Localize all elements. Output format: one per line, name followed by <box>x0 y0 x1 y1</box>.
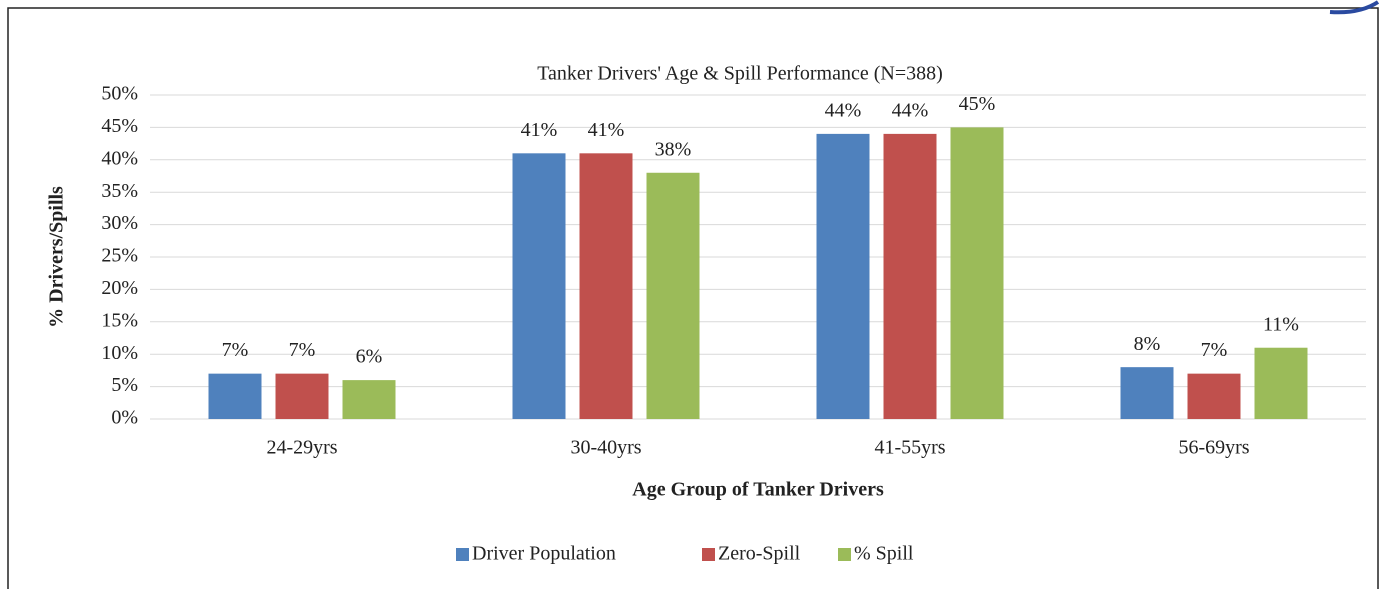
x-tick-label: 41-55yrs <box>874 437 945 459</box>
bar <box>1187 373 1241 419</box>
value-label: 6% <box>356 346 383 368</box>
value-label: 41% <box>588 119 625 141</box>
value-label: 7% <box>222 339 249 361</box>
logo-fragment <box>1329 0 1380 15</box>
y-tick-label: 10% <box>101 342 138 364</box>
legend-label: Zero-Spill <box>718 543 801 565</box>
bar <box>512 153 566 419</box>
y-tick-label: 0% <box>111 407 138 429</box>
legend-label: Driver Population <box>472 543 616 565</box>
value-label: 44% <box>825 99 862 121</box>
value-label: 7% <box>289 339 316 361</box>
bar <box>342 380 396 419</box>
x-tick-label: 24-29yrs <box>266 437 337 459</box>
value-label: 7% <box>1201 339 1228 361</box>
y-tick-label: 45% <box>101 115 138 137</box>
bar <box>883 133 937 419</box>
y-tick-label: 15% <box>101 309 138 331</box>
legend-swatch <box>456 548 469 561</box>
value-label: 45% <box>959 93 996 115</box>
chart-frame <box>7 7 1379 589</box>
bar <box>646 172 700 419</box>
value-label: 41% <box>521 119 558 141</box>
bar <box>1120 367 1174 419</box>
y-tick-label: 25% <box>101 245 138 267</box>
y-tick-label: 30% <box>101 212 138 234</box>
bar <box>579 153 633 419</box>
y-tick-label: 20% <box>101 277 138 299</box>
value-label: 11% <box>1263 313 1299 335</box>
chart-title: Tanker Drivers' Age & Spill Performance … <box>537 63 943 85</box>
bar <box>816 133 870 419</box>
value-label: 38% <box>655 138 692 160</box>
value-label: 44% <box>892 99 929 121</box>
y-tick-label: 5% <box>111 374 138 396</box>
bar <box>208 373 262 419</box>
legend-swatch <box>702 548 715 561</box>
bar <box>275 373 329 419</box>
y-axis-title: % Drivers/Spills <box>46 186 68 328</box>
x-tick-label: 56-69yrs <box>1178 437 1249 459</box>
bar <box>950 127 1004 420</box>
legend-swatch <box>838 548 851 561</box>
x-axis-title: Age Group of Tanker Drivers <box>632 479 884 501</box>
value-label: 8% <box>1134 333 1161 355</box>
bar <box>1254 347 1308 419</box>
legend-label: % Spill <box>854 543 914 565</box>
y-tick-label: 50% <box>101 83 138 105</box>
x-tick-label: 30-40yrs <box>570 437 641 459</box>
y-tick-label: 35% <box>101 180 138 202</box>
y-tick-label: 40% <box>101 147 138 169</box>
